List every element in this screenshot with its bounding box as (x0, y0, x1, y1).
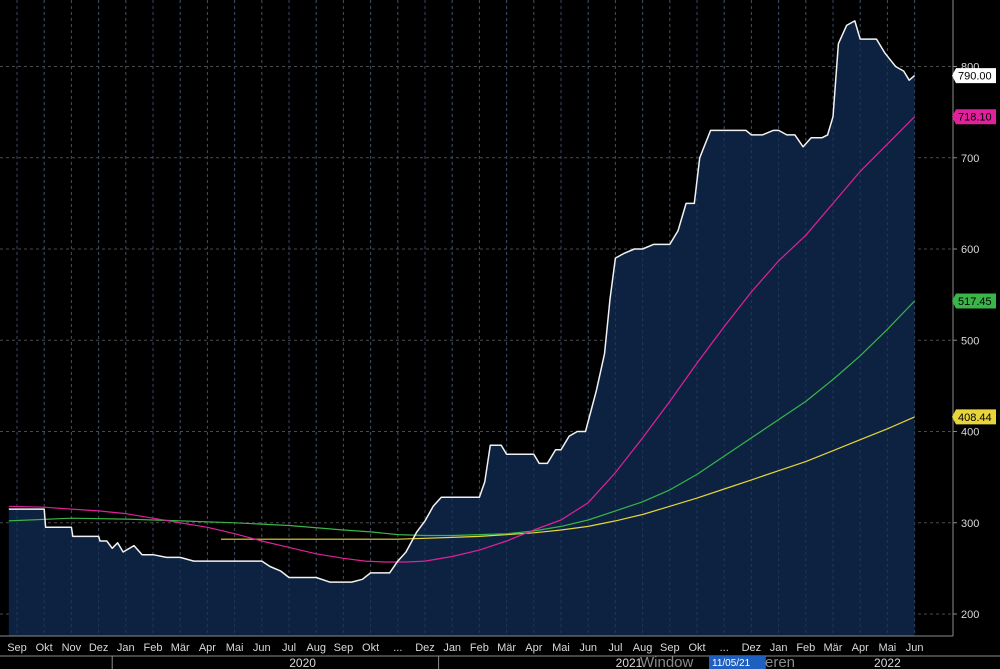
x-tick-label: Mai (226, 642, 244, 654)
x-tick-label: Jan (770, 642, 788, 654)
last-value-tag (952, 409, 996, 425)
last-value-label: 718.10 (958, 112, 992, 124)
price-area-fill (8, 20, 915, 636)
x-tick-label: Okt (688, 642, 705, 654)
x-tick-label: Apr (525, 642, 542, 654)
x-tick-label: ... (393, 642, 402, 654)
x-tick-label: ... (720, 642, 729, 654)
last-value-label: 408.44 (958, 412, 992, 424)
x-tick-label: Jan (443, 642, 461, 654)
x-tick-label: Dez (415, 642, 435, 654)
year-label: 2021 (616, 656, 643, 669)
year-label: 2020 (289, 656, 316, 669)
series-line-price (8, 20, 916, 583)
series-line-ma-100 (8, 300, 916, 537)
x-tick-label: Jul (282, 642, 296, 654)
year-label: 2022 (874, 656, 901, 669)
date-tag-box (709, 656, 765, 669)
x-tick-label: Mär (824, 642, 843, 654)
y-tick-label: 300 (961, 518, 979, 530)
x-tick-label: Sep (660, 642, 680, 654)
y-tick-label: 400 (961, 427, 979, 439)
x-tick-label: Feb (796, 642, 815, 654)
x-tick-label: Mär (497, 642, 516, 654)
last-value-tag (952, 109, 996, 125)
x-tick-label: Feb (470, 642, 489, 654)
watermark-text-tail: eren (765, 654, 795, 669)
x-tick-label: Jul (608, 642, 622, 654)
last-value-label: 790.00 (958, 71, 992, 83)
watermark-text: Window (640, 654, 694, 669)
x-tick-label: Jun (253, 642, 271, 654)
last-value-tag (952, 68, 996, 84)
x-tick-label: Apr (852, 642, 869, 654)
x-tick-label: Aug (633, 642, 653, 654)
last-value-label: 517.45 (958, 296, 992, 308)
x-axis-ticks: Sep Okt Nov Dez Jan Feb Mär Apr Mai Jun Jul Aug Sep O… (7, 642, 923, 654)
date-tag: 11/05/21 (712, 658, 751, 669)
x-tick-label: Jun (579, 642, 597, 654)
x-tick-label: Nov (62, 642, 82, 654)
series-line-ma-200 (221, 416, 915, 540)
y-tick-label: 700 (961, 153, 979, 165)
y-tick-label: 200 (961, 609, 979, 621)
last-value-labels: 790.00 718.10 517.45 408.44 (952, 68, 996, 425)
watermark-overlay: Window eren 11/05/21 (640, 654, 795, 669)
x-tick-label: Jan (117, 642, 135, 654)
x-tick-label: Sep (334, 642, 354, 654)
x-tick-label: Mai (552, 642, 570, 654)
x-tick-label: Aug (306, 642, 326, 654)
x-tick-label: Okt (36, 642, 53, 654)
x-tick-label: Okt (362, 642, 379, 654)
x-tick-label: Sep (7, 642, 27, 654)
x-tick-label: Dez (742, 642, 762, 654)
y-tick-label: 600 (961, 244, 979, 256)
x-tick-label: Dez (89, 642, 109, 654)
x-tick-label: Jun (906, 642, 924, 654)
y-tick-label: 500 (961, 335, 979, 347)
x-tick-label: Feb (144, 642, 163, 654)
year-axis: 2020 2021 2022 (0, 655, 1000, 669)
series-line-ma-50 (8, 116, 916, 563)
series-lines (8, 20, 916, 583)
x-tick-label: Apr (199, 642, 216, 654)
x-tick-label: Mai (879, 642, 897, 654)
last-value-tag (952, 293, 996, 309)
x-tick-label: Mär (171, 642, 190, 654)
